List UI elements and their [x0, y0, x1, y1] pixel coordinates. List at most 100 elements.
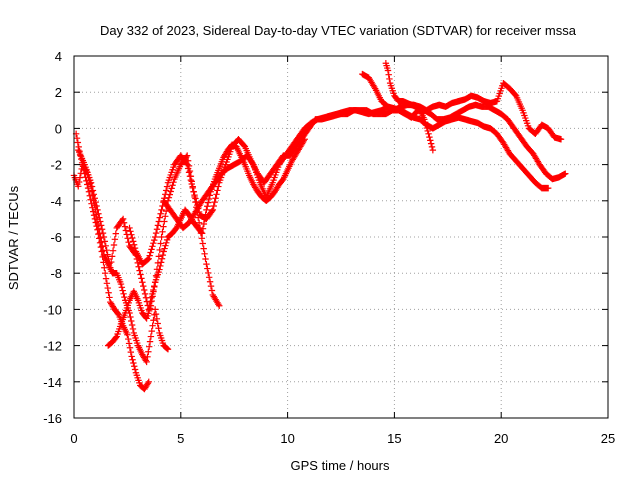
data-point: [544, 184, 552, 192]
data-point: [187, 176, 195, 184]
data-point: [96, 239, 104, 246]
series-track-4: [126, 101, 569, 268]
data-point: [205, 274, 213, 281]
data-point: [104, 284, 111, 292]
data-point: [122, 227, 130, 234]
data-point: [110, 241, 118, 249]
x-tick-label: 15: [387, 431, 401, 446]
data-point: [198, 230, 206, 237]
y-tick-label: -8: [50, 266, 62, 281]
data-point: [129, 325, 137, 333]
data-point: [95, 210, 102, 217]
data-point: [101, 238, 109, 245]
data-point: [100, 233, 108, 241]
data-point: [147, 302, 155, 309]
data-point: [167, 188, 174, 195]
data-point: [76, 174, 84, 181]
data-point: [101, 270, 109, 277]
data-point: [136, 267, 143, 274]
data-point: [202, 255, 209, 263]
data-point: [97, 243, 105, 251]
x-axis-label: GPS time / hours: [291, 458, 390, 473]
data-point: [127, 228, 134, 235]
data-point: [90, 191, 98, 198]
data-point: [87, 196, 94, 203]
data-point: [93, 222, 100, 230]
data-point: [81, 170, 88, 177]
data-point: [119, 215, 127, 223]
data-point: [421, 119, 429, 126]
series-track-8: [104, 136, 308, 349]
data-point: [86, 192, 94, 199]
y-tick-label: 2: [55, 85, 62, 100]
data-point: [144, 256, 152, 263]
data-point: [97, 222, 105, 229]
data-point: [90, 212, 98, 219]
data-point: [562, 170, 569, 177]
data-point: [140, 286, 148, 294]
data-point: [103, 246, 110, 254]
data-point: [423, 124, 431, 132]
data-point: [108, 258, 115, 266]
data-point: [163, 239, 170, 246]
data-point: [162, 187, 170, 194]
y-axis-label: SDTVAR / TECUs: [6, 185, 21, 290]
data-point: [146, 252, 153, 259]
data-point: [206, 278, 214, 285]
data-point: [146, 338, 154, 345]
data-point: [84, 184, 92, 192]
data-point: [161, 245, 168, 252]
data-point: [104, 251, 111, 258]
data-point: [88, 200, 95, 207]
data-point: [151, 283, 158, 291]
data-point: [427, 140, 435, 147]
data-point: [129, 356, 136, 363]
data-point: [157, 210, 164, 217]
data-point: [135, 263, 142, 270]
data-point: [124, 331, 131, 338]
data-point: [183, 160, 190, 167]
data-point: [130, 241, 138, 248]
data-point: [98, 248, 105, 255]
data-point: [149, 293, 156, 300]
data-point: [125, 335, 132, 343]
data-point: [131, 244, 139, 252]
data-point: [421, 116, 428, 123]
data-point: [188, 180, 195, 188]
data-point: [205, 269, 212, 277]
data-point: [209, 206, 217, 214]
data-point: [93, 202, 100, 210]
data-point: [127, 313, 134, 321]
data-point: [425, 130, 432, 138]
data-point: [157, 262, 164, 270]
data-point: [99, 253, 106, 261]
data-point: [144, 380, 152, 387]
data-point: [300, 137, 308, 144]
data-point: [169, 182, 176, 189]
data-point: [156, 214, 163, 221]
data-point: [160, 223, 167, 230]
y-tick-label: -2: [50, 158, 62, 173]
data-point: [125, 340, 133, 347]
data-point: [200, 245, 207, 252]
data-point: [153, 226, 161, 233]
data-point: [131, 363, 138, 370]
data-point: [143, 358, 150, 366]
data-point: [75, 183, 82, 190]
data-point: [91, 195, 98, 202]
data-point: [427, 137, 434, 144]
data-point: [158, 206, 165, 214]
data-point: [90, 208, 97, 215]
data-point: [145, 378, 152, 385]
data-point: [184, 152, 191, 159]
data-point: [130, 359, 137, 367]
y-tick-label: -12: [43, 339, 62, 354]
data-point: [151, 306, 159, 313]
data-point: [152, 229, 160, 237]
data-point: [83, 177, 90, 185]
data-point: [191, 191, 198, 199]
data-point: [140, 282, 147, 290]
x-tick-label: 20: [494, 431, 508, 446]
data-point: [385, 71, 392, 78]
x-tick-label: 0: [70, 431, 77, 446]
